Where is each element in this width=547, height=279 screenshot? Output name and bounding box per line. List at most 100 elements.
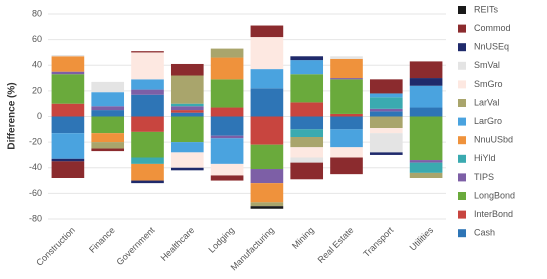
x-tick-label: Lodging (206, 225, 236, 255)
y-tick-label: -80 (29, 213, 42, 223)
bar-segment (290, 116, 324, 130)
x-tick-label: Finance (87, 225, 117, 255)
bar-segment (250, 206, 284, 209)
legend-swatch (458, 43, 466, 52)
legend-swatch (458, 117, 466, 126)
bar-segment (170, 103, 204, 107)
legend-label: REITs (474, 4, 499, 14)
legend-label: Cash (474, 228, 495, 238)
bar-segment (330, 58, 363, 79)
legend-swatch (458, 154, 466, 163)
bar-segment (330, 157, 363, 175)
bar-segment (369, 108, 403, 112)
bar-segment (131, 116, 164, 132)
bar-segment (369, 97, 403, 109)
bar-segment (131, 52, 164, 80)
x-tick-label: Government (114, 225, 156, 267)
bar-segment (369, 128, 403, 134)
bar-segment (51, 161, 85, 178)
bar-segment (330, 129, 363, 148)
bar-segment (170, 110, 204, 113)
bar-segment (210, 175, 244, 181)
legend-swatch (458, 61, 466, 70)
legend-label: TIPS (474, 172, 494, 182)
bar-segment (51, 55, 85, 57)
bar-segment (210, 163, 244, 176)
legend-swatch (458, 99, 466, 107)
bar-segment (330, 78, 363, 80)
bar-segment (290, 129, 324, 137)
bar-segment (290, 74, 324, 103)
bar-segment (250, 69, 284, 89)
legend-swatch (458, 6, 466, 14)
bar-segment (330, 113, 363, 117)
bar-segment (250, 144, 284, 170)
y-tick-label: 60 (32, 34, 42, 44)
bar-segment (330, 116, 363, 130)
bar-segment (131, 79, 164, 90)
bar-segment (290, 60, 324, 75)
bar-segment (170, 116, 204, 143)
legend-swatch (458, 80, 466, 89)
y-tick-label: 0 (37, 111, 42, 121)
bar-segment (131, 94, 164, 117)
bar-segment (409, 107, 443, 117)
bar-segment (170, 106, 204, 111)
bar-segment (369, 111, 403, 117)
x-tick-label: Construction (34, 225, 77, 268)
bar-segment (290, 137, 324, 148)
x-tick-label: Healthcare (159, 225, 197, 263)
bar-segment (131, 131, 164, 158)
bar-segment (409, 162, 443, 173)
bar-segment (91, 142, 125, 149)
bar-segment (170, 152, 204, 168)
bar-segment (131, 51, 164, 53)
bar-segment (330, 147, 363, 158)
bar-segment (369, 133, 403, 153)
bar-segment (91, 81, 125, 93)
y-tick-label: -20 (29, 137, 42, 147)
legend-label: SmGro (474, 79, 503, 89)
bar-segment (131, 89, 164, 95)
bar-segment (409, 85, 443, 108)
legend-label: HiYld (474, 153, 496, 163)
bar-segment (369, 93, 403, 98)
bar-segment (330, 79, 363, 114)
bar-segment (409, 61, 443, 79)
y-tick-label: 20 (32, 85, 42, 95)
legend-label: SmVal (474, 60, 500, 70)
bar-segment (409, 160, 443, 163)
legend-label: LarVal (474, 97, 499, 107)
y-tick-label: -40 (29, 162, 42, 172)
bar-segment (91, 92, 125, 107)
bar-segment (51, 56, 85, 72)
bar-segment (290, 147, 324, 158)
bar-segment (210, 135, 244, 139)
legend-swatch (458, 229, 466, 238)
bar-segment (210, 116, 244, 136)
x-tick-label: Transport (361, 225, 395, 259)
bar-segment (51, 158, 85, 162)
y-tick-label: -60 (29, 188, 42, 198)
legend-label: NnuUSbd (474, 135, 513, 145)
y-tick-label: 80 (32, 8, 42, 18)
bar-segment (290, 102, 324, 117)
bar-segment (51, 116, 85, 134)
bar-segment (409, 116, 443, 161)
bar-segment (250, 169, 284, 184)
bar-segment (369, 116, 403, 129)
legend-swatch (458, 136, 466, 145)
bar-segment (409, 172, 443, 178)
bar-segment (91, 110, 125, 117)
bar-segment (330, 56, 363, 59)
legend-swatch (458, 210, 466, 219)
bar-segment (170, 112, 204, 117)
bar-segment (91, 116, 125, 134)
bar-segment (210, 57, 244, 80)
x-tick-label: Utilities (408, 225, 436, 253)
bar-segment (250, 88, 284, 117)
legend-swatch (458, 24, 466, 33)
legend-swatch (458, 173, 466, 182)
bar-segment (170, 167, 204, 171)
